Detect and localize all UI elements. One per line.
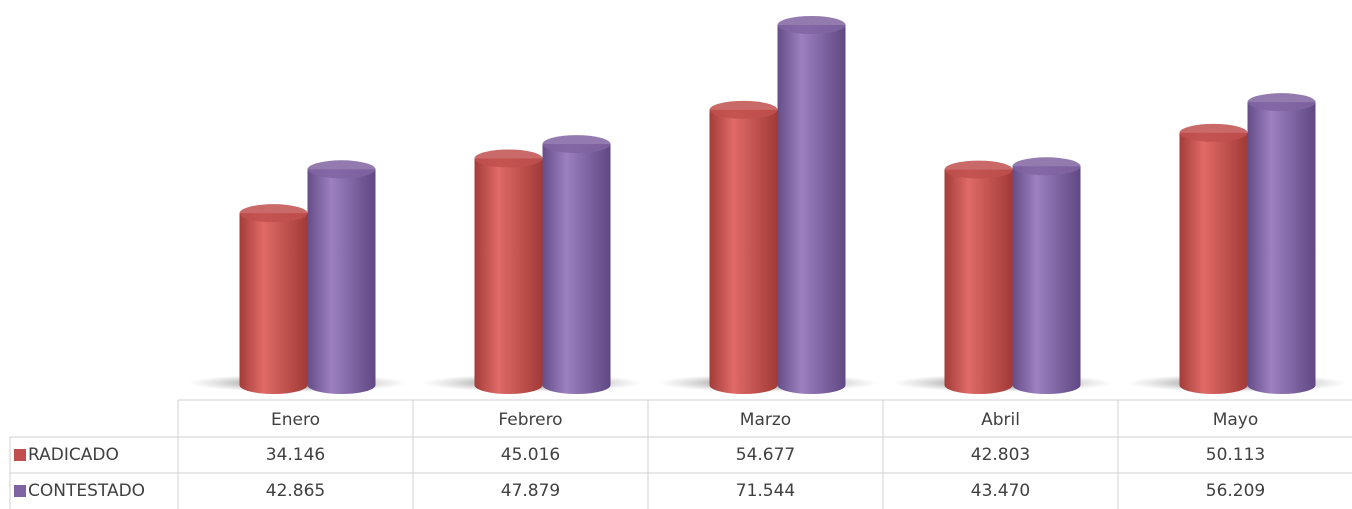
legend-swatch bbox=[14, 485, 26, 497]
value-cell: 43.470 bbox=[971, 481, 1030, 501]
category-label: Abril bbox=[981, 410, 1020, 430]
legend-label: RADICADO bbox=[28, 445, 119, 465]
cylinder-top bbox=[239, 204, 308, 223]
cylinder bbox=[944, 169, 1013, 385]
cylinder bbox=[1012, 166, 1081, 385]
category-label: Marzo bbox=[740, 410, 791, 430]
category-label: Enero bbox=[271, 410, 320, 430]
cylinder-top bbox=[944, 160, 1013, 179]
cylinder-top bbox=[307, 160, 376, 179]
value-cell: 45.016 bbox=[501, 445, 560, 465]
value-cell: 54.677 bbox=[736, 445, 795, 465]
value-cell: 47.879 bbox=[501, 481, 560, 501]
value-cell: 50.113 bbox=[1206, 445, 1265, 465]
value-cell: 56.209 bbox=[1206, 481, 1265, 501]
cylinder bbox=[709, 109, 778, 385]
cylinder-top bbox=[474, 149, 543, 168]
cylinder-top bbox=[542, 135, 611, 154]
cylinder-top bbox=[1179, 123, 1248, 142]
cylinder bbox=[1179, 132, 1248, 385]
category-label: Mayo bbox=[1213, 410, 1259, 430]
cylinder bbox=[239, 213, 308, 385]
value-cell: 42.865 bbox=[266, 481, 325, 501]
cylinder bbox=[474, 158, 543, 385]
category-label: Febrero bbox=[498, 410, 562, 430]
cylinder bbox=[777, 25, 846, 385]
cylinder-top bbox=[777, 16, 846, 34]
cylinder-top bbox=[1247, 93, 1316, 112]
cylinder-top bbox=[1012, 157, 1081, 176]
cylinder bbox=[1247, 102, 1316, 386]
value-cell: 34.146 bbox=[266, 445, 325, 465]
cylinder bbox=[542, 144, 611, 385]
value-cell: 42.803 bbox=[971, 445, 1030, 465]
cylinder bbox=[307, 169, 376, 385]
value-cell: 71.544 bbox=[736, 481, 795, 501]
legend-label: CONTESTADO bbox=[28, 481, 145, 501]
cylinder-top bbox=[709, 100, 778, 119]
legend-swatch bbox=[14, 449, 26, 461]
